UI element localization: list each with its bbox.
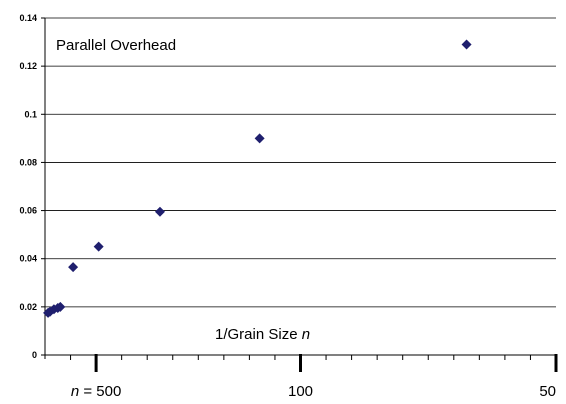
y-tick-label: 0	[32, 350, 37, 360]
data-point	[254, 133, 265, 144]
y-tick-label: 0.04	[19, 254, 37, 264]
data-point	[93, 241, 104, 252]
y-tick-label: 0.12	[19, 61, 37, 71]
x-tick-label: n = 500	[71, 383, 121, 400]
x-tick-label: 50	[539, 383, 556, 400]
data-points	[43, 39, 472, 318]
x-axis-label: 1/Grain Size n	[215, 326, 310, 343]
chart-title: Parallel Overhead	[56, 37, 176, 54]
y-tick-label: 0.14	[19, 13, 37, 23]
axes	[41, 17, 558, 372]
x-tick-labels: n = 500 100 50	[71, 383, 556, 400]
x-tick-label: 100	[288, 383, 313, 400]
y-tick-labels: 0 0.02 0.04 0.06 0.08 0.1 0.12 0.14	[19, 13, 37, 360]
data-point	[55, 301, 66, 312]
gridlines	[45, 17, 556, 308]
data-point	[461, 39, 472, 50]
y-tick-label: 0.08	[19, 157, 37, 167]
y-tick-label: 0.1	[24, 109, 37, 119]
data-point	[154, 206, 165, 217]
data-point	[68, 262, 79, 273]
y-tick-label: 0.02	[19, 302, 37, 312]
y-tick-label: 0.06	[19, 206, 37, 216]
